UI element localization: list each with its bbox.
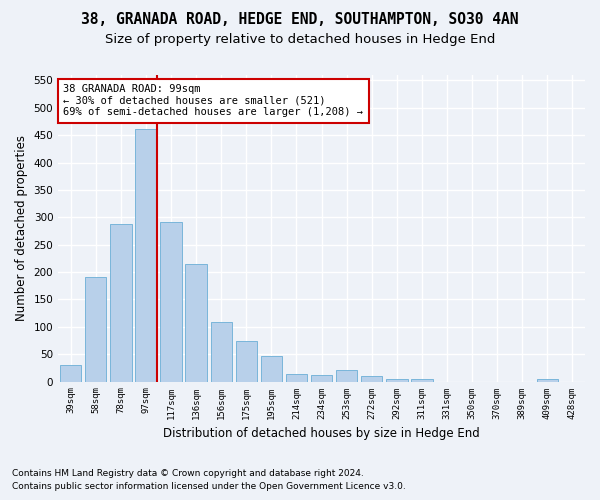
Bar — [537, 379, 558, 382]
Bar — [110, 224, 131, 382]
Text: 38, GRANADA ROAD, HEDGE END, SOUTHAMPTON, SO30 4AN: 38, GRANADA ROAD, HEDGE END, SOUTHAMPTON… — [81, 12, 519, 28]
Y-axis label: Number of detached properties: Number of detached properties — [15, 136, 28, 322]
Bar — [361, 376, 382, 382]
Bar — [185, 264, 207, 382]
Bar — [411, 379, 433, 382]
Bar — [211, 322, 232, 382]
Bar — [386, 379, 407, 382]
Bar — [336, 370, 358, 382]
Bar — [85, 277, 106, 382]
Bar — [160, 222, 182, 382]
Bar — [136, 128, 157, 382]
Text: Size of property relative to detached houses in Hedge End: Size of property relative to detached ho… — [105, 32, 495, 46]
Bar — [261, 356, 282, 382]
Bar — [60, 365, 82, 382]
Text: Contains HM Land Registry data © Crown copyright and database right 2024.: Contains HM Land Registry data © Crown c… — [12, 468, 364, 477]
Text: 38 GRANADA ROAD: 99sqm
← 30% of detached houses are smaller (521)
69% of semi-de: 38 GRANADA ROAD: 99sqm ← 30% of detached… — [64, 84, 364, 117]
Bar — [236, 341, 257, 382]
Text: Contains public sector information licensed under the Open Government Licence v3: Contains public sector information licen… — [12, 482, 406, 491]
Bar — [286, 374, 307, 382]
X-axis label: Distribution of detached houses by size in Hedge End: Distribution of detached houses by size … — [163, 427, 480, 440]
Bar — [311, 375, 332, 382]
